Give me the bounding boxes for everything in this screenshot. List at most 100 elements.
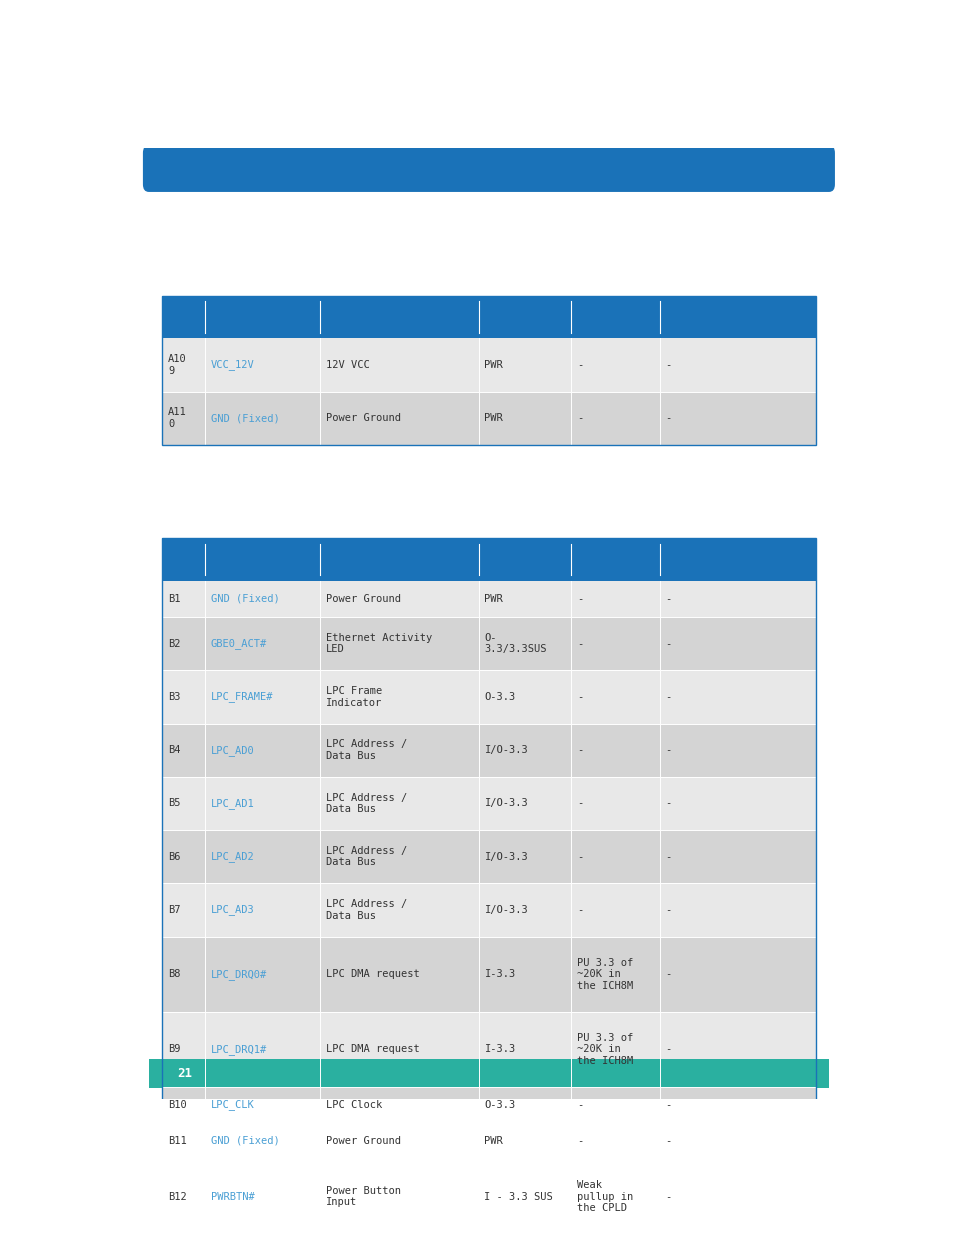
FancyBboxPatch shape xyxy=(143,146,834,191)
Text: B10: B10 xyxy=(168,1100,187,1110)
Text: Ethernet Activity
LED: Ethernet Activity LED xyxy=(325,632,432,655)
Bar xyxy=(162,1087,815,1123)
Text: I/O-3.3: I/O-3.3 xyxy=(484,745,528,755)
Text: I/O-3.3: I/O-3.3 xyxy=(484,852,528,862)
Bar xyxy=(162,671,815,724)
Text: -: - xyxy=(665,361,671,370)
Bar xyxy=(162,777,815,830)
Text: B3: B3 xyxy=(168,692,180,701)
Text: -: - xyxy=(577,1136,582,1146)
Text: B2: B2 xyxy=(168,638,180,648)
Text: -: - xyxy=(665,414,671,424)
Text: B1: B1 xyxy=(168,594,180,604)
Text: LPC_AD3: LPC_AD3 xyxy=(211,904,254,915)
Text: PU 3.3 of
~20K in
the ICH8M: PU 3.3 of ~20K in the ICH8M xyxy=(577,957,633,990)
Text: I-3.3: I-3.3 xyxy=(484,969,516,979)
Text: LPC_DRQ0#: LPC_DRQ0# xyxy=(211,968,267,979)
Text: -: - xyxy=(665,1136,671,1146)
Text: -: - xyxy=(665,969,671,979)
Text: GND (Fixed): GND (Fixed) xyxy=(211,1136,279,1146)
Bar xyxy=(162,1011,815,1087)
Text: O-3.3: O-3.3 xyxy=(484,692,516,701)
Text: B5: B5 xyxy=(168,798,180,809)
Bar xyxy=(162,538,815,580)
Bar xyxy=(162,618,815,671)
Text: LPC Address /
Data Bus: LPC Address / Data Bus xyxy=(325,740,406,761)
Text: B4: B4 xyxy=(168,745,180,755)
Text: -: - xyxy=(577,638,582,648)
Text: -: - xyxy=(577,905,582,915)
Text: B7: B7 xyxy=(168,905,180,915)
Text: -: - xyxy=(665,798,671,809)
Text: -: - xyxy=(665,905,671,915)
Text: -: - xyxy=(577,852,582,862)
Text: LPC_FRAME#: LPC_FRAME# xyxy=(211,692,274,703)
Text: -: - xyxy=(577,414,582,424)
Text: I/O-3.3: I/O-3.3 xyxy=(484,905,528,915)
Text: LPC Address /
Data Bus: LPC Address / Data Bus xyxy=(325,899,406,921)
Text: LPC_AD2: LPC_AD2 xyxy=(211,851,254,862)
Text: -: - xyxy=(665,594,671,604)
Text: -: - xyxy=(665,1045,671,1055)
Text: LPC_AD1: LPC_AD1 xyxy=(211,798,254,809)
Text: Power Button
Input: Power Button Input xyxy=(325,1186,400,1208)
Bar xyxy=(162,830,815,883)
Text: PWR: PWR xyxy=(484,414,503,424)
Text: -: - xyxy=(665,692,671,701)
Bar xyxy=(162,883,815,936)
Text: -: - xyxy=(577,594,582,604)
Text: LPC Clock: LPC Clock xyxy=(325,1100,381,1110)
Text: B11: B11 xyxy=(168,1136,187,1146)
Text: Power Ground: Power Ground xyxy=(325,594,400,604)
Text: Power Ground: Power Ground xyxy=(325,414,400,424)
Bar xyxy=(162,1123,815,1160)
Bar xyxy=(162,295,815,338)
Text: O-
3.3/3.3SUS: O- 3.3/3.3SUS xyxy=(484,632,546,655)
Text: PU 3.3 of
~20K in
the ICH8M: PU 3.3 of ~20K in the ICH8M xyxy=(577,1032,633,1066)
Text: LPC_DRQ1#: LPC_DRQ1# xyxy=(211,1044,267,1055)
Text: GND (Fixed): GND (Fixed) xyxy=(211,414,279,424)
Text: I - 3.3 SUS: I - 3.3 SUS xyxy=(484,1192,553,1202)
Text: -: - xyxy=(665,1100,671,1110)
Text: LPC Frame
Indicator: LPC Frame Indicator xyxy=(325,687,381,708)
Text: -: - xyxy=(577,745,582,755)
Text: Weak
pullup in
the CPLD: Weak pullup in the CPLD xyxy=(577,1179,633,1213)
Text: I-3.3: I-3.3 xyxy=(484,1045,516,1055)
Bar xyxy=(162,391,815,445)
Text: LPC Address /
Data Bus: LPC Address / Data Bus xyxy=(325,793,406,814)
Bar xyxy=(162,295,815,445)
Text: GND (Fixed): GND (Fixed) xyxy=(211,594,279,604)
Bar xyxy=(149,1060,828,1088)
Text: PWRBTN#: PWRBTN# xyxy=(211,1192,254,1202)
Text: PWR: PWR xyxy=(484,594,503,604)
Text: -: - xyxy=(665,638,671,648)
Text: A11
0: A11 0 xyxy=(168,408,187,429)
Text: VCC_12V: VCC_12V xyxy=(211,359,254,370)
Bar xyxy=(162,936,815,1011)
Bar xyxy=(162,338,815,391)
Text: LPC Address /
Data Bus: LPC Address / Data Bus xyxy=(325,846,406,867)
Text: I/O-3.3: I/O-3.3 xyxy=(484,798,528,809)
Text: 21: 21 xyxy=(176,1067,192,1079)
Bar xyxy=(162,1160,815,1234)
Bar xyxy=(162,580,815,618)
Text: -: - xyxy=(577,361,582,370)
Bar xyxy=(162,724,815,777)
Text: Power Ground: Power Ground xyxy=(325,1136,400,1146)
Text: B12: B12 xyxy=(168,1192,187,1202)
Text: -: - xyxy=(577,798,582,809)
Text: GBE0_ACT#: GBE0_ACT# xyxy=(211,638,267,650)
Text: B8: B8 xyxy=(168,969,180,979)
Text: -: - xyxy=(577,692,582,701)
Text: PWR: PWR xyxy=(484,1136,503,1146)
Text: PWR: PWR xyxy=(484,361,503,370)
Text: 12V VCC: 12V VCC xyxy=(325,361,369,370)
Bar xyxy=(162,538,815,1235)
Text: B6: B6 xyxy=(168,852,180,862)
Text: LPC DMA request: LPC DMA request xyxy=(325,969,418,979)
Text: -: - xyxy=(665,745,671,755)
Text: O-3.3: O-3.3 xyxy=(484,1100,516,1110)
Text: B9: B9 xyxy=(168,1045,180,1055)
Text: LPC DMA request: LPC DMA request xyxy=(325,1045,418,1055)
Text: LPC_AD0: LPC_AD0 xyxy=(211,745,254,756)
